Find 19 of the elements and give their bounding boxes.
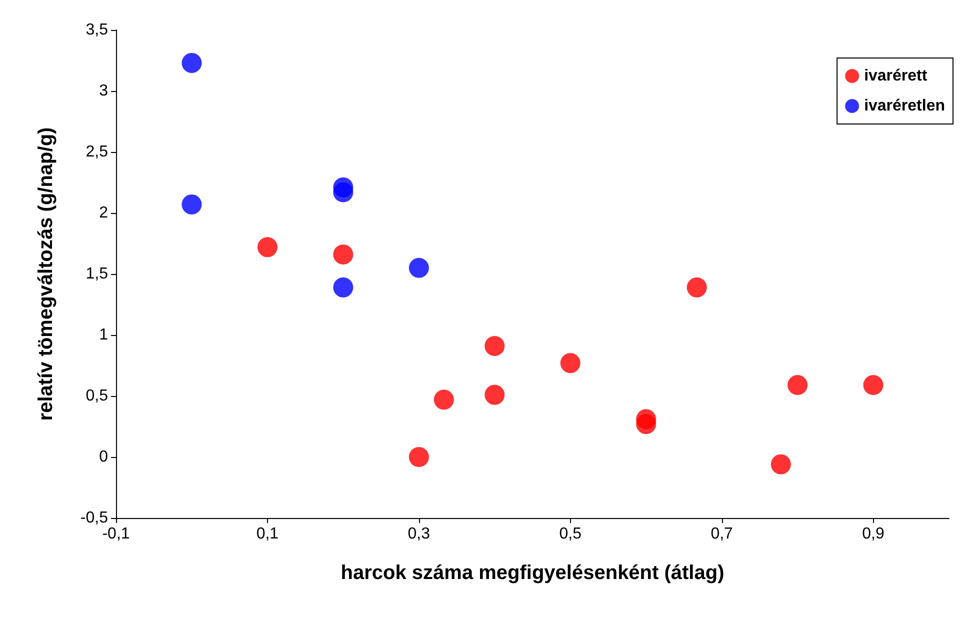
- y-tick-label: -0,5: [80, 510, 108, 526]
- x-tick-label: -0,1: [102, 526, 130, 542]
- y-tick-label: 3: [99, 82, 108, 100]
- y-tick-label: 0,5: [86, 388, 108, 404]
- x-tick-label: 0,7: [710, 526, 734, 542]
- y-tick-label: 2: [99, 204, 108, 222]
- y-tick-label: 2,5: [86, 144, 108, 160]
- x-axis-title: harcok száma megfigyelésenként (átlag): [340, 562, 724, 584]
- legend-label: ivaréretlen: [864, 98, 945, 114]
- x-tick-label: 0,1: [256, 526, 279, 542]
- x-tick-label: 0,3: [408, 526, 430, 542]
- y-tick-label: 1: [99, 326, 108, 344]
- y-tick-label: 1,5: [86, 266, 108, 282]
- legend-label: ivarérett: [864, 68, 928, 84]
- x-tick-label: 0,9: [862, 526, 884, 542]
- y-tick-label: 0: [99, 448, 108, 466]
- x-tick-label: 0,5: [559, 526, 582, 542]
- y-tick-label: 3,5: [86, 22, 108, 38]
- y-axis-title: relatív tömegváltozás (g/nap/g): [35, 127, 57, 421]
